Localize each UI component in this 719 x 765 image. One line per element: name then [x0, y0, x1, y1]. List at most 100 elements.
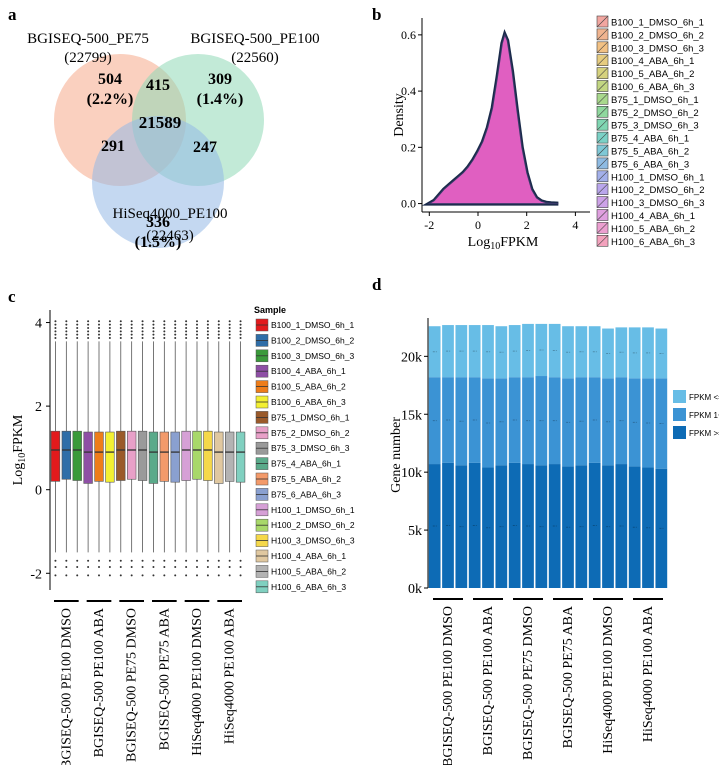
box-body: [170, 431, 180, 483]
venn-set-name: HiSeq4000_PE100: [112, 206, 227, 222]
box-outlier: [152, 320, 155, 323]
venn-set-name: BGISEQ-500_PE75: [27, 31, 149, 47]
box-outlier: [196, 333, 198, 336]
bar-segment: [495, 378, 508, 466]
box-outlier: [206, 323, 209, 326]
box-outlier: [217, 574, 220, 577]
box-outlier: [206, 320, 209, 323]
box-outlier: [65, 337, 68, 339]
y-tick-label: 20k: [401, 350, 422, 365]
box-outlier: [228, 559, 231, 562]
box-outlier: [141, 337, 144, 339]
box-outlier: [130, 337, 133, 339]
venn-circle: [92, 116, 224, 248]
box-outlier: [54, 566, 57, 569]
box-outlier: [108, 574, 111, 577]
legend-label: B75_1_DMSO_6h_1: [611, 95, 699, 106]
box-body: [214, 431, 224, 484]
box-outlier: [130, 559, 133, 562]
box-outlier: [239, 566, 242, 569]
bar-segment: [442, 325, 454, 378]
box-outlier: [163, 333, 166, 336]
box-body: [116, 430, 126, 481]
legend-label: B100_2_DMSO_6h_2: [271, 335, 354, 345]
bar-segment: [575, 465, 588, 588]
box-outlier: [228, 326, 231, 329]
box-outlier: [185, 333, 188, 336]
legend-label: H100_4_ABA_6h_1: [271, 551, 346, 561]
legend-label: B75_5_ABA_6h_2: [271, 474, 341, 484]
legend-label: H100_2_DMSO_6h_2: [611, 185, 704, 196]
legend-label: H100_4_ABA_6h_1: [611, 211, 695, 222]
y-tick-label: 2: [35, 400, 42, 415]
box-outlier: [119, 333, 122, 336]
box-outlier: [217, 320, 220, 323]
box-outlier: [54, 333, 57, 336]
box-outlier: [196, 326, 198, 329]
box-outlier: [119, 323, 122, 326]
box-outlier: [108, 566, 111, 569]
box-outlier: [152, 326, 155, 329]
box-outlier: [87, 574, 90, 577]
box-outlier: [174, 559, 177, 562]
box-outlier: [87, 559, 90, 562]
box-outlier: [76, 330, 79, 333]
box-outlier: [196, 566, 198, 569]
box-outlier: [206, 337, 209, 339]
box-outlier: [196, 559, 198, 562]
legend-swatch: [673, 390, 686, 403]
box-outlier: [119, 330, 122, 333]
group-label: BGISEQ-500 PE75 DMSO: [125, 608, 140, 762]
box-outlier: [87, 337, 90, 339]
venn-set-total: (22560): [231, 50, 279, 66]
venn-region-count: 291: [101, 138, 125, 155]
box-body: [203, 430, 213, 481]
box-outlier: [141, 323, 144, 326]
box-outlier: [76, 326, 79, 329]
box-outlier: [196, 574, 198, 577]
group-label: HiSeq4000 PE100 ABA: [641, 605, 656, 742]
venn-region-pct: (1.4%): [197, 91, 244, 108]
legend-label: B75_6_ABA_6h_3: [611, 159, 689, 170]
bar-segment: [495, 326, 508, 379]
venn-region-count: 247: [193, 139, 217, 156]
box-outlier: [76, 323, 79, 326]
legend-label: H100_2_DMSO_6h_2: [271, 520, 355, 530]
y-tick-label: 0.0: [401, 197, 416, 211]
box-outlier: [239, 333, 242, 336]
box-body: [235, 431, 246, 483]
box-outlier: [119, 566, 122, 569]
bar-segment: [508, 325, 521, 378]
bar-segment: [615, 464, 628, 588]
group-label: BGISEQ-500 PE100 DMSO: [441, 606, 456, 765]
legend-label: B100_6_ABA_6h_3: [611, 82, 694, 93]
box-outlier: [196, 337, 198, 339]
bar-segment: [455, 325, 468, 378]
box-outlier: [141, 333, 144, 336]
box-outlier: [239, 574, 242, 577]
venn-region-count: 336: [146, 214, 170, 231]
legend-label: B100_1_DMSO_6h_1: [271, 320, 354, 330]
group-label: HiSeq4000 PE100 DMSO: [190, 608, 205, 756]
y-tick-label: 15k: [401, 408, 422, 423]
bar-segment: [642, 327, 654, 379]
box-outlier: [54, 323, 57, 326]
y-tick-label: 0.4: [401, 84, 416, 98]
bar-segment: [495, 465, 508, 588]
bar-segment: [562, 466, 574, 588]
box-outlier: [196, 330, 198, 333]
box-body: [148, 431, 159, 484]
bar-segment: [575, 326, 588, 378]
box-outlier: [76, 320, 79, 323]
box-outlier: [119, 574, 122, 577]
box-outlier: [228, 320, 231, 323]
box-outlier: [65, 566, 68, 569]
legend-swatch-hatch: [596, 170, 609, 183]
box-outlier: [152, 574, 155, 577]
group-label: BGISEQ-500 PE75 ABA: [157, 607, 172, 750]
bar-segment: [522, 464, 534, 588]
bar-segment: [655, 328, 668, 379]
box-outlier: [54, 337, 57, 339]
box-body: [192, 430, 202, 480]
bar-segment: [548, 377, 561, 465]
